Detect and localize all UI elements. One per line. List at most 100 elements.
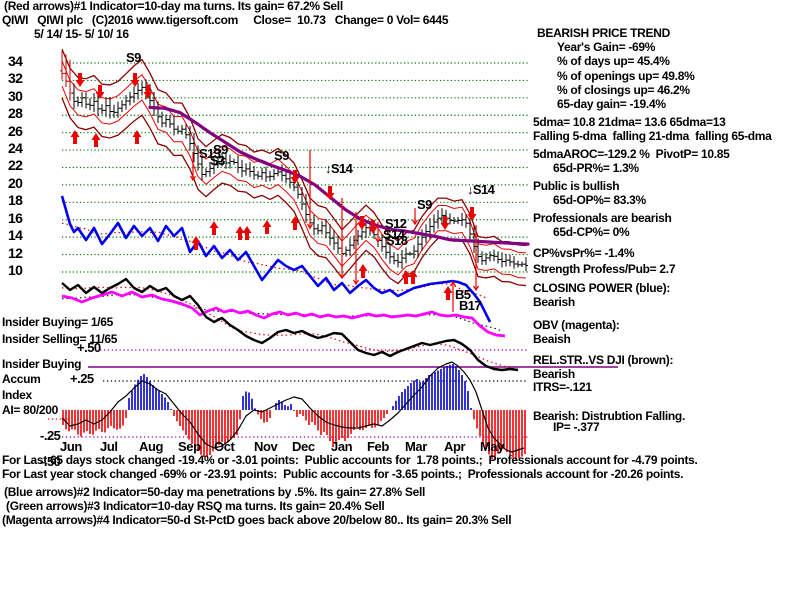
- itrs-value: ITRS=-.121: [533, 380, 592, 394]
- red-down-arrow: [325, 186, 335, 200]
- obv-title: OBV (magenta):: [533, 318, 620, 332]
- price-tick-22: 22: [8, 157, 23, 173]
- price-tick-10: 10: [8, 262, 23, 278]
- month-tick-jan: Jan: [331, 439, 353, 454]
- dma-values: 5dma= 10.8 21dma= 13.6 65dma=13: [533, 115, 726, 129]
- price-tick-12: 12: [8, 245, 23, 261]
- red-up-arrow: [70, 130, 80, 144]
- price-tick-20: 20: [8, 175, 23, 191]
- red-down-arrow: [368, 220, 378, 234]
- pct-closings-up: % of closings up= 46.2%: [557, 83, 690, 97]
- price-tick-34: 34: [8, 53, 23, 69]
- price-tick-24: 24: [8, 140, 23, 156]
- month-tick-apr: Apr: [444, 439, 466, 454]
- month-tick-feb: Feb: [367, 439, 389, 454]
- obv-status: Beaish: [533, 332, 571, 346]
- professionals-status: Professionals are bearish: [533, 211, 672, 225]
- sixty-five-day-gain: 65-day gain= -19.4%: [557, 97, 666, 111]
- month-tick-jul: Jul: [100, 439, 118, 454]
- signal-label-S9-2: S9: [213, 142, 228, 157]
- sixty-five-d-op: 65d-OP%= 83.3%: [553, 193, 646, 207]
- red-down-arrow: [467, 207, 477, 221]
- month-tick-sep: Sep: [178, 439, 201, 454]
- month-tick-dec: Dec: [292, 439, 315, 454]
- signal-label-S9-0: S9: [126, 50, 141, 65]
- red-down-arrow: [130, 73, 140, 87]
- price-tick-14: 14: [8, 227, 23, 243]
- signal-label-S14-8: S14: [383, 227, 405, 242]
- red-down-arrow: [75, 73, 85, 87]
- scale-plus-25: +.25: [70, 371, 94, 386]
- date-range: 5/ 14/ 15- 5/ 10/ 16: [34, 27, 129, 41]
- closing-power-status: Bearish: [533, 295, 575, 309]
- signal-label-B17-12: B17: [459, 298, 482, 313]
- red-up-arrow: [242, 226, 252, 240]
- ai-ratio: AI= 80/200: [2, 403, 59, 417]
- red-down-arrow: [143, 85, 153, 99]
- price-tick-16: 16: [8, 210, 23, 226]
- distribution-status: Bearish: Distrubtion Falling.: [533, 409, 685, 423]
- red-up-arrow: [358, 264, 368, 278]
- month-tick-aug: Aug: [139, 439, 164, 454]
- pct-openings-up: % of openings up= 49.8%: [557, 69, 695, 83]
- dma-trends: Falling 5-dma falling 21-dma falling 65-…: [533, 129, 772, 143]
- summary-65day: For Last 65 days stock changed -19.4% or…: [2, 453, 698, 467]
- relstr-title: REL.STR..VS DJI (brown):: [533, 353, 674, 367]
- red-up-arrow: [191, 236, 201, 250]
- indicator3-note: (Green arrows)#3 Indicator=10-day RSQ ma…: [6, 499, 385, 513]
- price-tick-30: 30: [8, 88, 23, 104]
- indicator4-note: (Magenta arrows)#4 Indicator=50-d St-Pct…: [2, 513, 512, 527]
- red-down-arrow: [357, 216, 367, 230]
- signal-label-S3-3: S3: [210, 153, 225, 168]
- signal-label-S13-1: S13: [199, 146, 221, 161]
- signal-label-B5-11: B5: [455, 287, 471, 302]
- red-up-arrow: [262, 220, 272, 234]
- cp-vs-pr: CP%vsPr%= -1.4%: [533, 246, 635, 260]
- aroc-pivot: 5dmaAROC=-129.2 % PivotP= 10.85: [533, 147, 730, 161]
- month-tick-nov: Nov: [254, 439, 278, 454]
- red-down-arrow: [95, 85, 105, 99]
- red-up-arrow: [91, 133, 101, 147]
- relstr-status: Bearish: [533, 367, 575, 381]
- summary-year: For Last year stock changed -69% or -23.…: [2, 467, 684, 481]
- red-down-arrow: [440, 216, 450, 230]
- signal-label-dnS14-10: ↓S14: [467, 182, 495, 197]
- red-up-arrow: [408, 270, 418, 284]
- scale-minus-50: -.50: [40, 454, 61, 469]
- closing-power-title: CLOSING POWER (blue):: [533, 281, 671, 295]
- ip-value: IP= -.377: [553, 420, 600, 434]
- price-trend-title: BEARISH PRICE TREND: [537, 26, 670, 40]
- month-tick-oct: Oct: [214, 439, 235, 454]
- scale-plus-50: +.50: [77, 340, 101, 355]
- sixty-five-d-cp: 65d-CP%= 0%: [553, 225, 630, 239]
- insider-selling-count: Insider Selling= 11/65: [2, 332, 118, 346]
- red-up-arrow: [443, 286, 453, 300]
- insider-buying-count: Insider Buying= 1/65: [2, 315, 114, 329]
- red-down-arrow: [290, 170, 300, 184]
- quote-header: QIWI QIWI plc (C)2016 www.tigersoft.com …: [2, 13, 449, 27]
- insider-buying-line-label: Insider Buying: [2, 357, 82, 371]
- red-up-arrow: [235, 226, 245, 240]
- signal-label-S9-4: S9: [274, 148, 289, 163]
- price-tick-28: 28: [8, 105, 23, 121]
- month-tick-jun: Jun: [60, 439, 82, 454]
- signal-label-dnS14-5: ↓S14: [325, 161, 353, 176]
- red-up-arrow: [290, 216, 300, 230]
- red-up-arrow: [132, 130, 142, 144]
- signal-label-S9-6: S9: [417, 197, 432, 212]
- sixty-five-d-pr: 65d-PR%= 1.3%: [553, 161, 639, 175]
- scale-minus-25: -.25: [40, 428, 61, 443]
- signal-label-S12-7: S12: [385, 216, 407, 231]
- red-up-arrow: [401, 270, 411, 284]
- month-tick-mar: Mar: [405, 439, 427, 454]
- indicator2-note: (Blue arrows)#2 Indicator=50-day ma pene…: [4, 485, 426, 499]
- years-gain: Year's Gain= -69%: [557, 40, 656, 54]
- indicator1-header: (Red arrows)#1 Indicator=10-day ma turns…: [4, 0, 343, 13]
- accum-label: Accum: [2, 372, 41, 386]
- red-up-arrow: [209, 221, 219, 235]
- month-tick-may: May: [480, 439, 505, 454]
- pct-days-up: % of days up= 45.4%: [557, 54, 670, 68]
- strength-ratio: Strength Profess/Pub= 2.7: [533, 262, 676, 276]
